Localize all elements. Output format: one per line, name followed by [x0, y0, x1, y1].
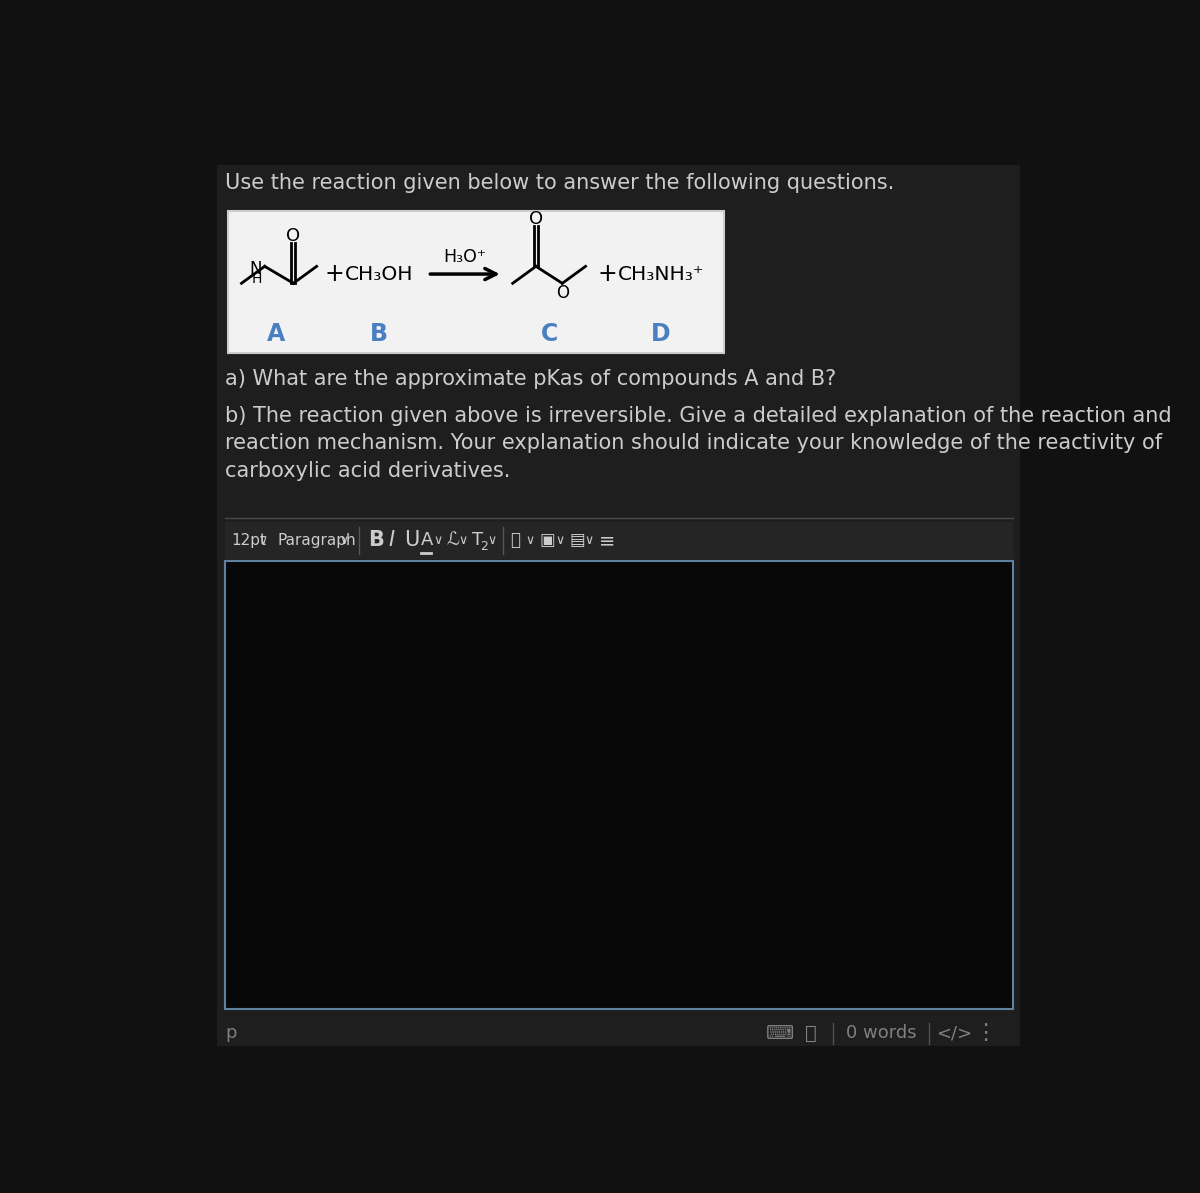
Text: A: A [421, 531, 433, 550]
Text: N: N [250, 260, 262, 278]
Text: ℒ: ℒ [446, 531, 460, 550]
Text: ∨: ∨ [433, 534, 443, 546]
Text: I: I [389, 531, 395, 550]
Text: O: O [529, 210, 544, 228]
Text: ∨: ∨ [526, 534, 535, 546]
Text: O: O [556, 284, 569, 302]
Text: CH₃NH₃⁺: CH₃NH₃⁺ [618, 265, 704, 284]
Text: carboxylic acid derivatives.: carboxylic acid derivatives. [226, 462, 510, 481]
Text: B: B [368, 531, 384, 550]
Bar [217, 165, 1020, 1046]
Text: ▣: ▣ [540, 531, 556, 550]
Text: 0 words: 0 words [846, 1025, 916, 1043]
Text: H₃O⁺: H₃O⁺ [444, 248, 486, 266]
Text: ∨: ∨ [584, 534, 594, 546]
Text: H: H [251, 272, 262, 285]
Text: D: D [650, 322, 671, 346]
Text: ▤: ▤ [569, 531, 586, 550]
Text: ⋮: ⋮ [974, 1024, 996, 1044]
Bar [226, 561, 1013, 1008]
Text: ≡: ≡ [599, 531, 616, 550]
Text: 12pt: 12pt [232, 533, 266, 548]
Text: ∨: ∨ [340, 534, 349, 546]
Text: ⛓: ⛓ [510, 531, 521, 550]
Text: Paragraph: Paragraph [278, 533, 356, 548]
Text: b) The reaction given above is irreversible. Give a detailed explanation of the : b) The reaction given above is irreversi… [226, 406, 1171, 426]
Text: B: B [370, 322, 388, 346]
Text: ⓘ: ⓘ [805, 1024, 817, 1043]
Text: CH₃OH: CH₃OH [344, 265, 413, 284]
Text: T: T [472, 531, 482, 550]
Text: 2: 2 [480, 540, 488, 554]
Bar [226, 523, 1013, 560]
Text: ∨: ∨ [458, 534, 468, 546]
Text: C: C [540, 322, 558, 346]
Text: +: + [324, 262, 344, 286]
Text: a) What are the approximate pKas of compounds A and B?: a) What are the approximate pKas of comp… [226, 369, 836, 389]
Text: U: U [404, 531, 420, 550]
Text: p: p [226, 1025, 236, 1043]
Text: O: O [287, 228, 300, 246]
Text: A: A [268, 322, 286, 346]
Text: ⌨: ⌨ [766, 1024, 794, 1043]
Text: Use the reaction given below to answer the following questions.: Use the reaction given below to answer t… [226, 173, 894, 193]
Text: ∨: ∨ [258, 534, 268, 546]
Bar [228, 211, 724, 353]
Text: ∨: ∨ [487, 534, 497, 546]
Text: +: + [598, 262, 617, 286]
Text: reaction mechanism. Your explanation should indicate your knowledge of the react: reaction mechanism. Your explanation sho… [226, 433, 1163, 453]
Text: ∨: ∨ [556, 534, 564, 546]
Text: </>: </> [936, 1025, 972, 1043]
